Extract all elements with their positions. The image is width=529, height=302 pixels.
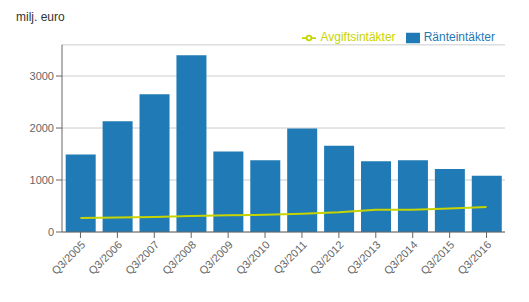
svg-text:2000: 2000 xyxy=(30,122,54,134)
html-text:Ränteintäkter: Ränteintäkter xyxy=(423,30,495,44)
svg-text:Q3/2008: Q3/2008 xyxy=(160,238,198,276)
svg-text:Q3/2016: Q3/2016 xyxy=(455,238,493,276)
html-text:Avgiftsintäkter: Avgiftsintäkter xyxy=(320,30,396,44)
svg-text:Q3/2011: Q3/2011 xyxy=(271,238,309,276)
svg-text:Q3/2010: Q3/2010 xyxy=(234,238,272,276)
svg-text:Q3/2005: Q3/2005 xyxy=(49,238,87,276)
svg-text:3000: 3000 xyxy=(30,70,54,82)
svg-text:Q3/2009: Q3/2009 xyxy=(197,238,235,276)
svg-text:Q3/2012: Q3/2012 xyxy=(307,238,345,276)
svg-text:Q3/2007: Q3/2007 xyxy=(123,238,161,276)
svg-text:1000: 1000 xyxy=(30,174,54,186)
svg-text:Q3/2013: Q3/2013 xyxy=(344,238,382,276)
svg-text:Q3/2015: Q3/2015 xyxy=(418,238,456,276)
html-text:milj. euro: milj. euro xyxy=(16,10,65,24)
svg-text:Q3/2006: Q3/2006 xyxy=(86,238,124,276)
svg-text:Q3/2014: Q3/2014 xyxy=(381,238,419,276)
svg-text:0: 0 xyxy=(48,226,54,238)
